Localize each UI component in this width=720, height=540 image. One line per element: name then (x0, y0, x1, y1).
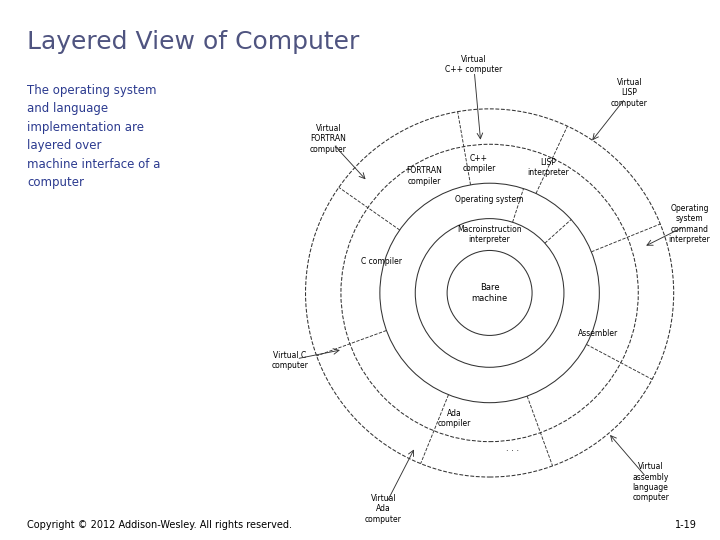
Text: Virtual
LISP
computer: Virtual LISP computer (611, 78, 648, 108)
Text: Virtual
C++ computer: Virtual C++ computer (445, 55, 503, 75)
Text: Virtual
Ada
computer: Virtual Ada computer (365, 494, 402, 524)
Text: Virtual
FORTRAN
computer: Virtual FORTRAN computer (310, 124, 347, 154)
Text: Assembler: Assembler (577, 329, 618, 338)
Text: Virtual
assembly
language
computer: Virtual assembly language computer (632, 462, 669, 502)
Text: Macroinstruction
interpreter: Macroinstruction interpreter (457, 225, 522, 244)
Text: Operating system: Operating system (455, 194, 524, 204)
Text: LISP
interpreter: LISP interpreter (527, 158, 569, 177)
Text: C++
compiler: C++ compiler (462, 154, 495, 173)
Text: Ada
compiler: Ada compiler (438, 409, 471, 428)
Text: The operating system
and language
implementation are
layered over
machine interf: The operating system and language implem… (27, 84, 161, 189)
Text: Virtual C
computer: Virtual C computer (271, 350, 308, 370)
Text: Operating
system
command
interpreter: Operating system command interpreter (669, 204, 711, 244)
Text: Layered View of Computer: Layered View of Computer (27, 30, 360, 53)
Text: FORTRAN
compiler: FORTRAN compiler (406, 166, 442, 186)
Text: C compiler: C compiler (361, 256, 402, 266)
Text: . . .: . . . (506, 444, 519, 453)
Text: 1-19: 1-19 (675, 520, 697, 530)
Text: Copyright © 2012 Addison-Wesley. All rights reserved.: Copyright © 2012 Addison-Wesley. All rig… (27, 520, 292, 530)
Text: Bare
machine: Bare machine (472, 284, 508, 302)
